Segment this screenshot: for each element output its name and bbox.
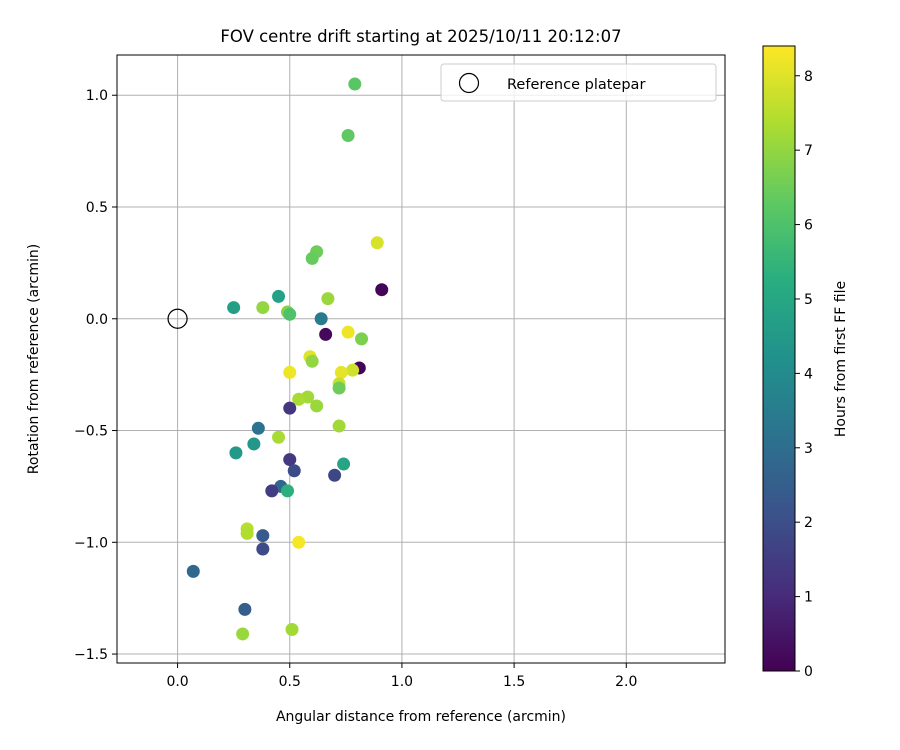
data-point [292, 535, 306, 549]
data-point [281, 484, 295, 498]
y-tick-label: −1.0 [74, 535, 108, 551]
data-point [337, 457, 351, 471]
plot-area [117, 55, 725, 663]
y-tick-label: −1.5 [74, 647, 108, 663]
grid-lines [117, 55, 725, 663]
plot-frame [116, 54, 726, 664]
data-point [283, 401, 297, 415]
legend-marker-icon [458, 72, 480, 94]
colorbar-tick-label: 2 [804, 515, 813, 531]
x-tick-label: 0.0 [166, 674, 188, 690]
y-tick-label: −0.5 [74, 424, 108, 440]
y-tick-label: 1.0 [86, 88, 108, 104]
legend-box [440, 63, 717, 102]
data-point [305, 354, 319, 368]
colorbar-ticks: 0 1 2 3 4 5 6 7 8 [795, 69, 813, 680]
data-point [287, 464, 301, 478]
colorbar-label: Hours from first FF file [833, 281, 849, 437]
data-point [236, 627, 250, 641]
data-point [332, 381, 346, 395]
colorbar-tick-label: 4 [804, 366, 813, 382]
legend-label: Reference platepar [507, 77, 645, 93]
data-point [321, 292, 335, 306]
data-point [229, 446, 243, 460]
y-tick-label: 0.5 [86, 200, 108, 216]
data-point [251, 421, 265, 435]
data-point [247, 437, 261, 451]
data-point [305, 251, 319, 265]
data-point [186, 564, 200, 578]
data-point [265, 484, 279, 498]
data-point [283, 453, 297, 467]
data-point [328, 468, 342, 482]
data-point [341, 128, 355, 142]
data-point [334, 365, 348, 379]
data-point [272, 430, 286, 444]
reference-point [167, 308, 188, 329]
data-point [348, 77, 362, 91]
colorbar-gradient [763, 46, 795, 671]
data-points [186, 77, 389, 641]
data-point [283, 307, 297, 321]
data-point [256, 301, 270, 315]
data-point [256, 529, 270, 543]
data-point [375, 283, 389, 297]
y-axis-ticks: 1.0 0.5 0.0 −0.5 −1.0 −1.5 [74, 88, 117, 663]
data-point [319, 327, 333, 341]
y-axis-label: Rotation from reference (arcmin) [26, 244, 42, 474]
data-point [256, 542, 270, 556]
reference-platepar-marker [167, 308, 188, 329]
x-tick-label: 0.5 [279, 674, 301, 690]
y-tick-label: 0.0 [86, 312, 108, 328]
data-point [240, 526, 254, 540]
colorbar-tick-label: 5 [804, 292, 813, 308]
x-tick-label: 2.0 [615, 674, 637, 690]
colorbar-tick-label: 6 [804, 218, 813, 234]
x-tick-label: 1.5 [503, 674, 525, 690]
data-point [314, 312, 328, 326]
colorbar-tick-label: 7 [804, 143, 813, 159]
colorbar-tick-label: 3 [804, 441, 813, 457]
colorbar-tick-label: 8 [804, 69, 813, 85]
data-point [370, 236, 384, 250]
data-point [332, 419, 346, 433]
chart-title: FOV centre drift starting at 2025/10/11 … [220, 27, 621, 46]
colorbar-tick-label: 1 [804, 590, 813, 606]
colorbar-tick-label: 0 [804, 664, 813, 680]
data-point [346, 363, 360, 377]
data-point [238, 602, 252, 616]
legend: Reference platepar [440, 63, 717, 102]
data-point [285, 622, 299, 636]
data-point [341, 325, 355, 339]
data-point [310, 399, 324, 413]
x-axis-ticks: 0.0 0.5 1.0 1.5 2.0 [166, 663, 637, 690]
data-point [272, 289, 286, 303]
colorbar: 0 1 2 3 4 5 6 7 8 Hours from first FF file [762, 45, 849, 680]
colorbar-frame [762, 45, 796, 672]
x-tick-label: 1.0 [391, 674, 413, 690]
data-point [355, 332, 369, 346]
data-point [227, 301, 241, 315]
data-point [292, 392, 306, 406]
data-point [283, 365, 297, 379]
x-axis-label: Angular distance from reference (arcmin) [276, 709, 566, 725]
